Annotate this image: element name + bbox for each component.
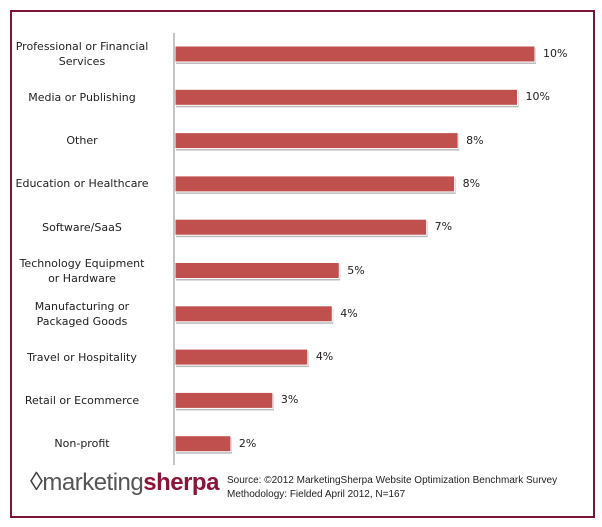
category-label-line: Media or Publishing: [28, 90, 136, 104]
data-label: 10%: [525, 90, 550, 104]
data-label: 5%: [347, 263, 365, 277]
data-label: 2%: [238, 436, 257, 450]
bar: [174, 88, 519, 106]
category-label-line: Manufacturing or: [34, 299, 130, 313]
bar: [174, 132, 459, 150]
category-label-line: Non-profit: [54, 437, 110, 451]
bar: [174, 175, 456, 193]
category-label-line: Retail or Ecommerce: [24, 393, 140, 407]
category-label-line: Packaged Goods: [36, 314, 128, 328]
data-label: 4%: [340, 306, 358, 320]
category-label: Other: [2, 133, 162, 148]
category-label-line: Education or Healthcare: [15, 177, 149, 191]
category-label: Non-profit: [2, 436, 162, 451]
data-label: 4%: [315, 350, 334, 364]
source-note: Source: ©2012 MarketingSherpa Website Op…: [227, 474, 557, 502]
category-label-line: or Hardware: [48, 271, 116, 285]
chart-frame: [10, 10, 595, 518]
category-label-line: Professional or Financial: [15, 40, 149, 53]
marketingsherpa-logo: ◊marketingsherpa: [30, 466, 219, 496]
bar: [174, 348, 309, 366]
category-label: Travel or Hospitality: [2, 350, 162, 365]
category-label: Manufacturing or Packaged Goods: [2, 299, 162, 329]
category-label-line: Other: [66, 134, 98, 148]
bar: [174, 435, 232, 453]
data-label: 3%: [280, 393, 299, 407]
data-label: 10%: [543, 47, 568, 60]
category-label-line: Technology Equipment: [19, 256, 145, 270]
category-label-line: Software/SaaS: [42, 220, 122, 234]
category-label: Software/SaaS: [2, 220, 162, 235]
category-label: Media or Publishing: [2, 90, 162, 105]
data-label: 7%: [434, 220, 453, 234]
category-label-line: Services: [58, 55, 106, 68]
bar: [174, 45, 536, 63]
category-label: Retail or Ecommerce: [2, 393, 162, 408]
bar: [174, 391, 274, 409]
methodology-text: Methodology: Fielded April 2012, N=167: [227, 489, 406, 500]
category-label: Education or Healthcare: [2, 176, 162, 191]
category-label: Technology Equipment or Hardware: [2, 256, 162, 286]
data-label: 8%: [462, 176, 481, 190]
source-text: Source: ©2012 MarketingSherpa Website Op…: [227, 475, 558, 486]
category-label-line: Travel or Hospitality: [27, 350, 137, 364]
category-label: Professional or Financial Services: [2, 39, 162, 69]
bar: [174, 262, 340, 279]
bar: [174, 218, 428, 236]
bar: [174, 305, 333, 323]
data-label: 8%: [466, 133, 484, 147]
